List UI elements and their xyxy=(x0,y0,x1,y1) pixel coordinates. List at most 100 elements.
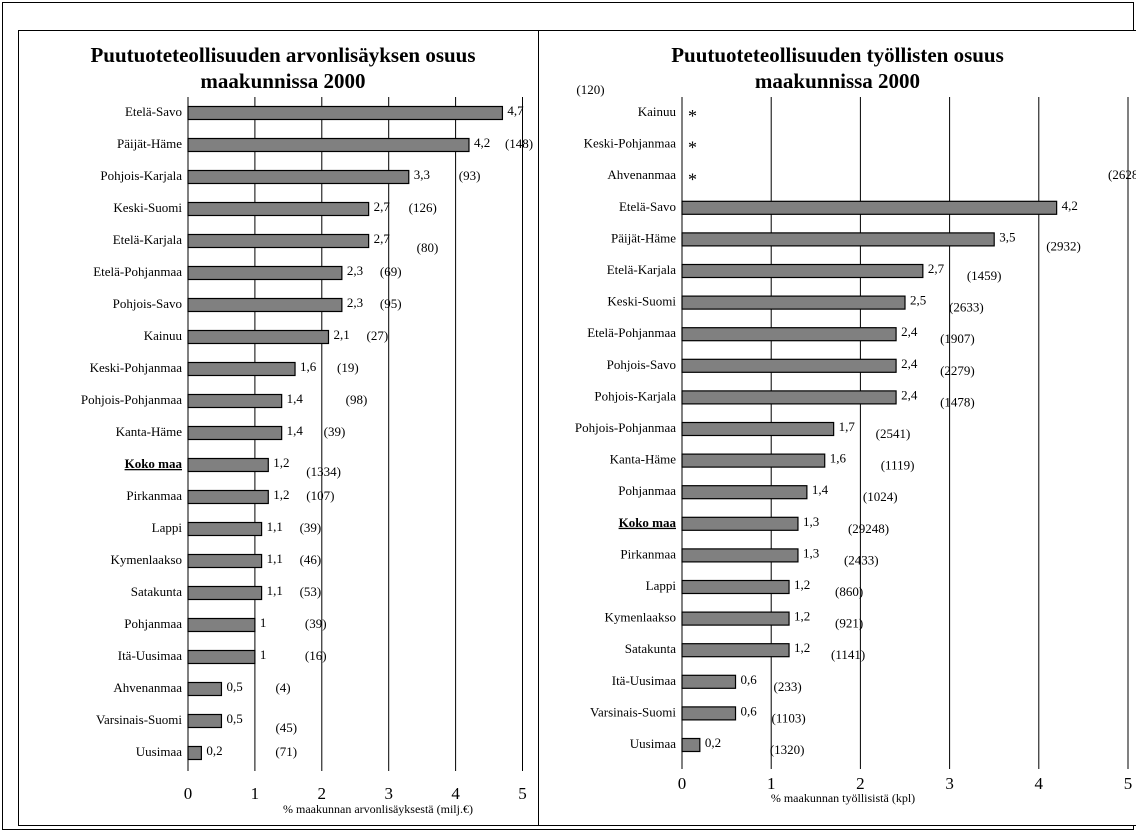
right-annotation-9: (1478) xyxy=(940,394,975,409)
left-chart-title-line-2: maakunnissa 2000 xyxy=(200,69,366,93)
left-annotation-9: (98) xyxy=(346,392,368,407)
right-value-label-5: 2,7 xyxy=(928,261,945,276)
right-bar-7 xyxy=(681,327,897,342)
right-annotation-19: (1103) xyxy=(772,710,806,725)
left-category-label-7: Kainuu xyxy=(144,328,183,343)
left-category-label-15: Satakunta xyxy=(131,584,182,599)
left-bar-13 xyxy=(187,521,263,537)
left-value-label-0: 4,7 xyxy=(507,103,524,118)
right-annotation-18: (233) xyxy=(774,679,802,694)
right-tick-label-0: 0 xyxy=(678,774,687,793)
right-category-label-18: Itä-Uusimaa xyxy=(612,673,676,688)
right-value-label-14: 1,3 xyxy=(803,545,819,560)
right-x-axis-label: % maakunnan työllisistä (kpl) xyxy=(771,791,915,805)
left-value-label-20: 0,2 xyxy=(206,743,222,758)
left-annotation-17: (16) xyxy=(305,648,327,663)
left-bar-14 xyxy=(187,553,263,569)
right-bar-11 xyxy=(681,453,826,468)
left-bar-16 xyxy=(187,617,256,633)
right-value-label-0: * xyxy=(688,106,697,126)
left-bar-18 xyxy=(187,681,223,697)
left-annotation-2: (93) xyxy=(459,168,481,183)
left-value-label-5: 2,3 xyxy=(347,263,363,278)
right-category-label-12: Pohjanmaa xyxy=(618,483,676,498)
right-bar-4 xyxy=(681,232,995,247)
right-tick-label-1: 1 xyxy=(767,774,776,793)
right-bar-8 xyxy=(681,358,897,373)
left-bar-9 xyxy=(187,393,283,409)
right-value-label-20: 0,2 xyxy=(705,735,721,750)
left-value-label-11: 1,2 xyxy=(273,455,289,470)
left-annotation-12: (107) xyxy=(306,488,334,503)
left-annotation-11: (1334) xyxy=(306,464,341,479)
right-value-label-13: 1,3 xyxy=(803,514,819,529)
left-category-label-19: Varsinais-Suomi xyxy=(96,712,182,727)
left-category-label-17: Itä-Uusimaa xyxy=(118,648,182,663)
left-bar-7 xyxy=(187,329,330,345)
left-tick-label-5: 5 xyxy=(518,784,527,803)
right-tick-label-3: 3 xyxy=(945,774,954,793)
right-category-label-6: Keski-Suomi xyxy=(607,294,676,309)
left-category-label-11: Koko maa xyxy=(125,456,183,471)
right-annotation-15: (860) xyxy=(835,584,863,599)
right-bar-19 xyxy=(681,706,737,721)
left-category-label-18: Ahvenanmaa xyxy=(113,680,182,695)
right-category-label-1: Keski-Pohjanmaa xyxy=(584,136,677,151)
left-annotation-20: (71) xyxy=(275,744,297,759)
left-bar-3 xyxy=(187,201,370,217)
right-category-label-16: Kymenlaakso xyxy=(605,610,676,625)
left-bar-5 xyxy=(187,265,343,281)
right-category-label-15: Lappi xyxy=(646,578,677,593)
left-chart-title-line-1: Puutuoteteollisuuden arvonlisäyksen osuu… xyxy=(90,43,476,67)
left-annotation-3: (126) xyxy=(409,200,437,215)
left-bar-1 xyxy=(187,137,470,153)
right-category-label-13: Koko maa xyxy=(619,515,677,530)
right-annotation-17: (1141) xyxy=(831,647,865,662)
left-value-label-4: 2,7 xyxy=(374,231,391,246)
right-annotation-14: (2433) xyxy=(844,552,879,567)
right-value-label-12: 1,4 xyxy=(812,482,829,497)
right-tick-label-5: 5 xyxy=(1124,774,1133,793)
left-annotation-15: (53) xyxy=(300,584,322,599)
right-category-label-2: Ahvenanmaa xyxy=(607,167,676,182)
right-annotation-13: (29248) xyxy=(848,521,889,536)
right-tick-label-4: 4 xyxy=(1035,774,1044,793)
right-category-label-0: Kainuu xyxy=(638,104,677,119)
left-bar-12 xyxy=(187,489,269,505)
right-annotation-2: (2628) xyxy=(1108,167,1136,182)
left-category-label-9: Pohjois-Pohjanmaa xyxy=(81,392,182,407)
left-bar-15 xyxy=(187,585,263,601)
right-value-label-15: 1,2 xyxy=(794,577,810,592)
left-annotation-14: (46) xyxy=(300,552,322,567)
right-value-label-10: 1,7 xyxy=(839,419,856,434)
left-tick-label-3: 3 xyxy=(384,784,393,803)
left-annotation-18: (4) xyxy=(275,680,290,695)
right-category-label-11: Kanta-Häme xyxy=(610,452,677,467)
right-value-label-3: 4,2 xyxy=(1062,198,1078,213)
left-value-label-15: 1,1 xyxy=(267,583,283,598)
right-chart-panel: Puutuoteteollisuuden työllisten osuus ma… xyxy=(538,30,1136,826)
left-tick-label-1: 1 xyxy=(251,784,260,803)
left-value-label-2: 3,3 xyxy=(414,167,430,182)
left-bar-8 xyxy=(187,361,296,377)
right-bar-14 xyxy=(681,548,799,563)
right-category-label-17: Satakunta xyxy=(625,641,676,656)
left-value-label-16: 1 xyxy=(260,615,267,630)
left-bar-19 xyxy=(187,713,223,729)
left-value-label-18: 0,5 xyxy=(226,679,242,694)
right-value-label-11: 1,6 xyxy=(830,451,847,466)
right-annotation-5: (1459) xyxy=(967,268,1002,283)
left-category-label-16: Pohjanmaa xyxy=(124,616,182,631)
left-tick-label-2: 2 xyxy=(318,784,327,803)
right-annotation-6: (2633) xyxy=(949,300,984,315)
left-category-label-13: Lappi xyxy=(152,520,183,535)
left-bar-17 xyxy=(187,649,256,665)
right-category-label-10: Pohjois-Pohjanmaa xyxy=(575,420,676,435)
left-category-label-3: Keski-Suomi xyxy=(113,200,182,215)
left-value-label-12: 1,2 xyxy=(273,487,289,502)
right-bar-6 xyxy=(681,295,906,310)
right-annotation-12: (1024) xyxy=(863,489,898,504)
left-annotation-7: (27) xyxy=(366,328,388,343)
right-category-label-7: Etelä-Pohjanmaa xyxy=(587,325,676,340)
